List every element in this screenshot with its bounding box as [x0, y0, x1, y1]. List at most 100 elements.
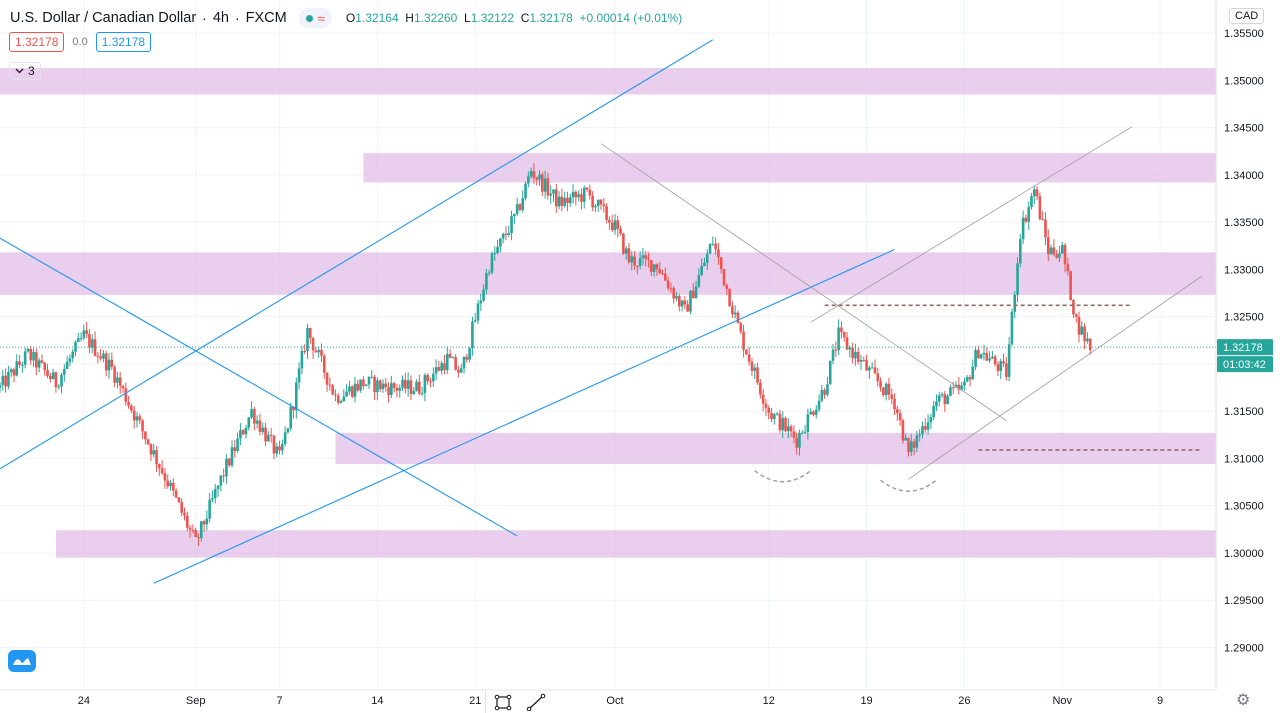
candle-up	[317, 350, 320, 353]
candle-up	[499, 238, 502, 247]
candle-down	[155, 450, 158, 465]
candle-down	[541, 174, 544, 192]
tradingview-logo-icon[interactable]	[8, 650, 36, 672]
candle-down	[264, 427, 267, 442]
candle-up	[493, 253, 497, 255]
candle-up	[68, 358, 72, 362]
time-tick-label: 19	[860, 695, 872, 707]
candle-up	[705, 253, 709, 263]
candle-up	[921, 426, 924, 435]
market-open-icon	[305, 14, 313, 22]
candle-down	[437, 367, 441, 371]
support-resistance-zone	[363, 153, 1216, 183]
last-price-label: 1.32178	[1223, 342, 1263, 354]
candle-up	[960, 385, 963, 390]
candle-up	[524, 183, 527, 199]
candle-down	[46, 369, 49, 377]
candle-up	[1013, 294, 1017, 312]
candle-up	[420, 393, 424, 395]
candle-up	[571, 191, 575, 198]
candle-down	[993, 356, 997, 365]
candle-up	[339, 401, 343, 403]
candle-up	[680, 300, 684, 307]
candle-up	[60, 374, 63, 387]
candle-up	[675, 296, 678, 299]
candle-down	[429, 381, 432, 383]
candle-up	[529, 171, 533, 177]
date-range-icon[interactable]	[486, 690, 519, 713]
candle-up	[216, 485, 220, 490]
candle-down	[532, 171, 536, 178]
time-tick-label: Sep	[186, 695, 206, 707]
candle-down	[736, 312, 740, 324]
candle-down	[602, 204, 606, 207]
candle-up	[135, 416, 139, 421]
candle-down	[104, 353, 108, 371]
candle-up	[116, 377, 119, 383]
candle-down	[535, 177, 539, 180]
candle-up	[926, 422, 930, 430]
trend-line	[0, 237, 518, 537]
time-tick-label: 12	[763, 695, 775, 707]
candle-down	[683, 300, 687, 305]
indicators-toggle[interactable]: 3	[9, 62, 41, 80]
candle-down	[18, 361, 21, 365]
candle-up	[473, 320, 477, 322]
market-status[interactable]: ≈	[298, 8, 332, 28]
candle-up	[431, 373, 435, 382]
interval-label[interactable]: 4h	[212, 10, 229, 26]
candle-up	[239, 430, 242, 439]
candle-down	[465, 356, 469, 360]
candle-up	[814, 409, 818, 415]
sell-price-button[interactable]: 1.32178	[9, 32, 65, 52]
candle-down	[767, 407, 771, 414]
candle-down	[591, 195, 594, 208]
chevron-down-icon	[15, 68, 24, 74]
candle-down	[418, 381, 421, 394]
candle-up	[370, 376, 374, 378]
chart-grid	[0, 0, 1216, 690]
countdown-badge	[1217, 356, 1273, 373]
candle-up	[689, 290, 692, 312]
gear-icon[interactable]: ⚙	[1236, 692, 1251, 709]
drawing-layer	[0, 39, 1216, 584]
candle-down	[110, 359, 114, 368]
candle-down	[1074, 314, 1078, 317]
candle-up	[870, 367, 874, 369]
candle-down	[840, 327, 843, 332]
candle-down	[658, 269, 662, 274]
candle-down	[574, 191, 578, 198]
candle-up	[848, 347, 852, 350]
candle-down	[177, 497, 181, 503]
currency-button[interactable]: CAD	[1229, 8, 1265, 24]
time-tick-label: Nov	[1052, 695, 1072, 707]
candle-down	[842, 331, 846, 338]
candle-down	[124, 388, 128, 402]
candle-up	[367, 376, 371, 385]
buy-price-button[interactable]: 1.32178	[95, 32, 152, 52]
candle-up	[487, 272, 491, 274]
candle-down	[183, 512, 186, 516]
candle-up	[963, 381, 966, 386]
candle-up	[398, 387, 402, 391]
candle-down	[160, 468, 164, 474]
symbol-title[interactable]: U.S. Dollar / Canadian Dollar	[10, 10, 197, 26]
pattern-arc	[880, 479, 937, 492]
candle-up	[868, 367, 871, 371]
candle-up	[809, 411, 812, 415]
candle-up	[348, 386, 351, 392]
candle-up	[286, 428, 290, 433]
candle-down	[747, 354, 751, 362]
candle-up	[1060, 245, 1064, 254]
candle-down	[233, 447, 237, 452]
candle-down	[325, 372, 329, 385]
trendline-icon[interactable]	[519, 690, 552, 713]
candle-down	[127, 401, 130, 406]
candle-down	[770, 413, 773, 419]
candle-up	[445, 354, 449, 370]
candle-up	[275, 446, 279, 454]
candle-up	[1027, 207, 1031, 222]
candle-up	[7, 372, 10, 387]
candle-down	[1005, 363, 1008, 377]
